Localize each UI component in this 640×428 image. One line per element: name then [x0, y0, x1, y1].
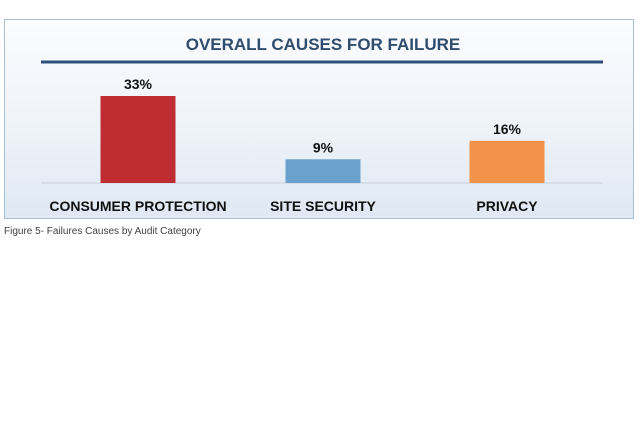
category-label-site-security: SITE SECURITY: [270, 198, 376, 214]
value-label-consumer-protection: 33%: [124, 76, 153, 92]
value-label-privacy: 16%: [493, 121, 522, 137]
category-label-consumer-protection: CONSUMER PROTECTION: [49, 198, 226, 214]
chart-title: OVERALL CAUSES FOR FAILURE: [186, 35, 461, 54]
chart-panel: OVERALL CAUSES FOR FAILURE 33% 9% 16% CONS…: [4, 19, 634, 219]
figure-caption: Figure 5- Failures Causes by Audit Categ…: [4, 226, 201, 237]
bars-group: [100, 96, 545, 183]
bar-chart: OVERALL CAUSES FOR FAILURE 33% 9% 16% CONS…: [41, 35, 603, 214]
value-label-site-security: 9%: [313, 139, 334, 155]
category-labels-group: CONSUMER PROTECTION SITE SECURITY PRIVACY: [49, 198, 538, 214]
value-labels-group: 33% 9% 16%: [124, 76, 522, 155]
bar-consumer-protection: [100, 96, 176, 183]
bar-site-security: [285, 159, 361, 183]
category-label-privacy: PRIVACY: [476, 198, 538, 214]
bar-privacy: [469, 140, 545, 183]
